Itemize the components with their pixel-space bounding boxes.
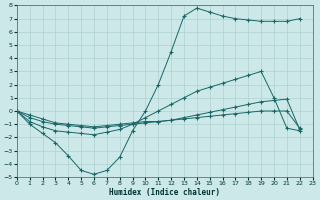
X-axis label: Humidex (Indice chaleur): Humidex (Indice chaleur) [109,188,220,197]
